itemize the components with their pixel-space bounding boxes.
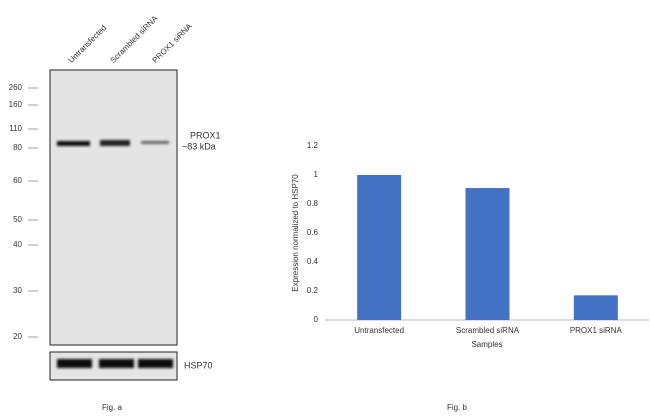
band [99, 359, 134, 368]
x-tick-label: PROX1 siRNA [570, 326, 623, 335]
marker-label: 80 [13, 143, 22, 152]
marker-label: 60 [13, 176, 22, 185]
bar [465, 188, 510, 320]
y-tick-label: 0.8 [307, 199, 319, 208]
x-tick-label: Scrambled siRNA [456, 326, 520, 335]
lane-label: PROX1 siRNA [151, 21, 195, 65]
marker-label: 20 [13, 332, 22, 341]
band [100, 140, 130, 146]
marker-label: 50 [13, 215, 22, 224]
marker-label: 30 [13, 286, 22, 295]
caption: Fig. b [447, 403, 468, 412]
y-tick-label: 1 [314, 170, 319, 179]
x-axis-label: Samples [471, 340, 502, 349]
marker-label: 160 [9, 100, 23, 109]
band [138, 359, 173, 368]
band [57, 141, 90, 146]
target-size: ~83 kDa [182, 141, 216, 151]
y-axis-label: Expression normalized to HSP70 [291, 174, 300, 292]
y-tick-label: 0 [314, 315, 319, 324]
bands [57, 140, 173, 368]
bar [573, 295, 618, 320]
band [141, 141, 169, 144]
x-tick-label: Untransfected [354, 326, 404, 335]
caption: Fig. a [102, 403, 123, 412]
y-tick-label: 0.4 [307, 257, 319, 266]
loading-control-label: HSP70 [184, 360, 213, 370]
y-tick-label: 0.2 [307, 286, 319, 295]
bar [357, 175, 402, 320]
y-tick-label: 0.6 [307, 228, 319, 237]
blot-membrane [49, 69, 178, 346]
marker-label: 110 [9, 124, 22, 133]
band [57, 359, 92, 368]
y-tick-label: 1.2 [307, 141, 319, 150]
target-label: PROX1 [190, 130, 221, 140]
marker-label: 260 [9, 83, 23, 92]
lane-label: Untransfected [67, 23, 109, 65]
marker-label: 40 [13, 240, 22, 249]
